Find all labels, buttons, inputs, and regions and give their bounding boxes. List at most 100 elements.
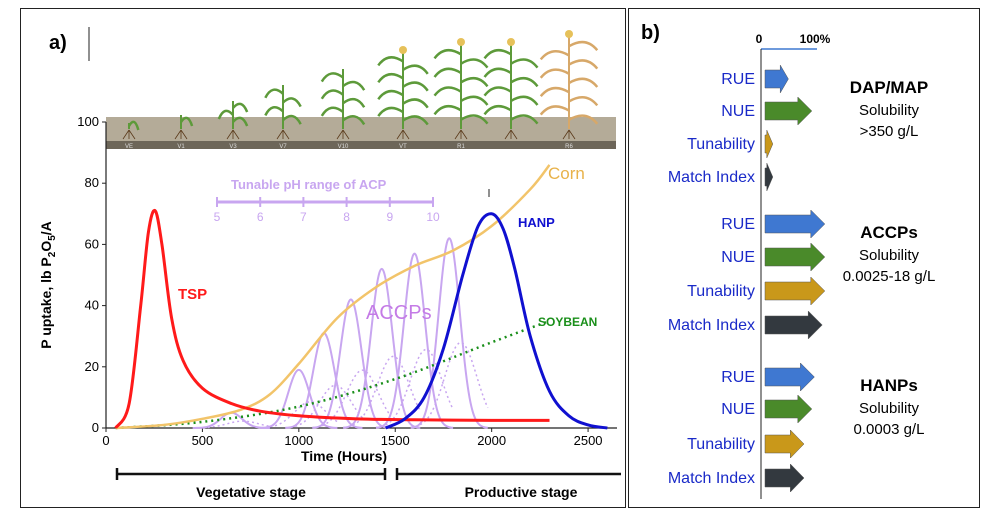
y-tick-label: 20	[85, 359, 99, 374]
corn-plant-6: VT	[377, 46, 429, 150]
ph-tick-label: 10	[426, 210, 440, 224]
metric-arrow	[764, 242, 826, 272]
hanp-line	[384, 212, 608, 430]
metric-arrow	[764, 96, 813, 126]
y-tick-label: 40	[85, 298, 99, 313]
stage-label: V1	[177, 144, 185, 150]
accp-peak-2	[260, 368, 338, 429]
corn-plant-9: R6	[539, 30, 599, 150]
y-tick-label: 100	[77, 114, 99, 129]
group-2: RUE NUE Tunability Match Index HANPs Solubili…	[668, 362, 925, 493]
group-name: HANPs	[860, 376, 918, 395]
soybean-label: SOYBEAN	[538, 315, 597, 329]
corn-growth-illustration: VE V1 V3 V7 V10 VT R1 R6	[106, 30, 616, 150]
corn-plant-2: V1	[174, 115, 194, 150]
hanp-label: HANP	[518, 215, 555, 230]
metric-arrow	[764, 276, 826, 306]
metric-arrow	[764, 209, 826, 239]
accp-peak-3	[285, 332, 363, 429]
uptake-chart: a) VE V1 V3 V7 V10 VT R1 R6 Tunable pH range of…	[38, 27, 621, 500]
metric-label: Match Index	[668, 470, 755, 487]
corn-plant-3: V3	[217, 101, 249, 150]
ph-tick-label: 9	[386, 210, 393, 224]
y-tick-label: 80	[85, 175, 99, 190]
accp-peak-1	[192, 411, 270, 429]
metric-label: Match Index	[668, 317, 755, 334]
productive-stage-bracket: Productive stage	[395, 468, 621, 500]
panel-a: a) VE V1 V3 V7 V10 VT R1 R6 Tunable pH range of…	[20, 8, 626, 508]
corn-plant-8	[483, 38, 539, 140]
metric-label: Tunability	[687, 283, 755, 300]
ph-tick-label: 5	[214, 210, 221, 224]
group-1: RUE NUE Tunability Match Index ACCPs Solubili…	[668, 209, 936, 340]
x-tick-label: 1000	[284, 433, 313, 448]
accp-dotted-peak-2	[260, 401, 338, 429]
solubility-value: 0.0003 g/L	[854, 421, 925, 438]
group-name: DAP/MAP	[850, 78, 928, 97]
metric-arrow	[764, 362, 815, 392]
ph-scale-title: Tunable pH range of ACP	[231, 177, 387, 192]
accp-dotted-peak-7	[410, 341, 489, 429]
ph-tick-label: 6	[257, 210, 264, 224]
accp-peak-5	[343, 267, 421, 429]
corn-label: Corn	[548, 164, 585, 183]
soybean-line	[115, 319, 550, 430]
stage-label: V3	[229, 144, 237, 150]
x-tick-label: 2500	[574, 433, 603, 448]
metric-arrow	[764, 129, 774, 159]
stage-label: VE	[125, 144, 133, 150]
corn-line	[115, 164, 551, 430]
metric-label: Tunability	[687, 136, 755, 153]
corn-plant-1: VE	[122, 120, 140, 150]
stage-label: V10	[338, 144, 349, 150]
metric-label: Tunability	[687, 436, 755, 453]
tsp-label: TSP	[178, 286, 207, 303]
accp-dotted-peak-6	[375, 348, 454, 429]
corn-plant-4: V7	[264, 85, 302, 150]
axes: 0 500 1000 1500 2000 2500 0 20 40 60 80 100	[77, 114, 617, 448]
ph-scale: Tunable pH range of ACP 5 6 7 8 9 10	[214, 177, 440, 224]
stage-label: R1	[457, 144, 465, 150]
x-tick-label: 2000	[477, 433, 506, 448]
panel-b-label: b)	[641, 22, 660, 44]
x-tick-label: 500	[192, 433, 214, 448]
metric-label: NUE	[721, 249, 755, 266]
vegetative-stage-bracket: Vegetative stage	[115, 468, 387, 500]
accp-dotted-peak-5	[343, 355, 421, 429]
panel-b: b) 0 100% RUE NUE Tunability Match Index DAP…	[628, 8, 980, 508]
scale-max: 100%	[800, 32, 831, 46]
metric-label: RUE	[721, 369, 755, 386]
stage-label: R6	[565, 144, 573, 150]
metric-label: NUE	[721, 401, 755, 418]
stage-strip	[106, 141, 616, 149]
accp-dotted-peak-1	[192, 420, 271, 429]
x-axis-label: Time (Hours)	[301, 448, 387, 464]
vegetative-stage-label: Vegetative stage	[196, 484, 306, 500]
metric-arrow	[764, 429, 805, 459]
group-0: RUE NUE Tunability Match Index DAP/MAP Solubi…	[668, 64, 928, 192]
ph-tick-label: 8	[343, 210, 350, 224]
solubility-label: Solubility	[859, 400, 920, 417]
x-tick-label: 0	[102, 433, 109, 448]
solubility-value: >350 g/L	[860, 123, 919, 140]
metric-arrow	[764, 463, 805, 493]
corn-plant-5: V10	[320, 69, 366, 150]
metrics-chart: b) 0 100% RUE NUE Tunability Match Index DAP…	[641, 22, 936, 499]
metric-arrow	[764, 162, 774, 192]
metric-arrow	[764, 64, 789, 94]
metric-label: Match Index	[668, 169, 755, 186]
group-name: ACCPs	[860, 223, 918, 242]
metric-label: RUE	[721, 216, 755, 233]
metric-label: RUE	[721, 71, 755, 88]
accp-peak-7	[410, 237, 488, 429]
ph-tick-label: 7	[300, 210, 307, 224]
solubility-value: 0.0025-18 g/L	[843, 268, 936, 285]
y-axis-label: P uptake, lb P2O5/A	[38, 221, 58, 349]
y-tick-label: 60	[85, 236, 99, 251]
series-layer	[114, 164, 608, 430]
x-tick-label: 1500	[381, 433, 410, 448]
metric-label: NUE	[721, 103, 755, 120]
stage-label: V7	[279, 144, 287, 150]
metric-arrow	[764, 394, 813, 424]
metric-arrow	[764, 310, 823, 340]
